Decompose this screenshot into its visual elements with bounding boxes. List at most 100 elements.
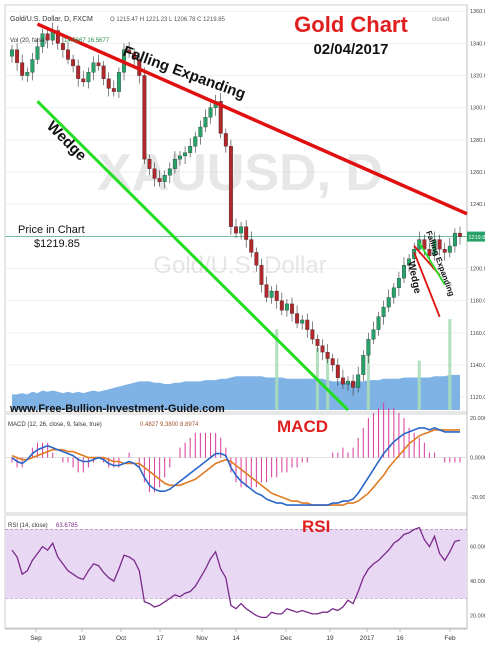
candle-body [447,245,452,253]
candle-body [391,287,396,298]
candle-body [234,226,238,234]
price-panel [4,4,468,413]
candle-body [274,290,279,301]
candle-body [20,62,25,76]
x-tick-label: Feb [444,635,456,642]
candle-body [188,146,193,153]
candle-body [407,258,412,266]
rsi-title: RSI [302,517,330,536]
price-tick-label: 1180.00 [470,299,485,305]
volume-spike [417,360,421,410]
candle-body [249,239,254,253]
rsi-tick-label: 20.0000 [470,614,485,620]
volume-spike [366,345,370,410]
candle-body [427,249,432,256]
candle-body [76,65,81,79]
candle-body [442,249,447,253]
candle-body [147,159,152,169]
candle-body [142,75,147,160]
candle-body [157,178,162,182]
candle-body [437,239,442,250]
candle-body [152,168,157,179]
candle-body [386,297,391,308]
candle-body [452,232,457,247]
price-tick-label: 1140.00 [470,363,485,369]
candle-body [86,72,91,83]
candle-body [290,303,294,314]
candle-body [111,88,116,92]
candle-body [340,377,345,385]
macd-signal-line [11,429,460,506]
x-tick-label: 14 [232,635,240,642]
candle-body [458,232,462,237]
candle-body [178,155,182,160]
candle-body [25,72,30,76]
candle-body [198,126,203,137]
x-tick-label: 2017 [360,635,375,642]
candle-body [356,374,361,388]
macd-line [11,427,460,506]
candle-body [381,306,386,317]
candle-body [228,146,233,227]
candle-body [361,355,366,375]
x-tick-label: Dec [280,635,292,642]
current-price-tag [467,231,485,242]
watermark-symbol: XAUUSD, D [97,144,383,202]
candle-body [127,49,132,54]
x-tick-label: 19 [78,635,86,642]
price-tick-label: 1120.00 [470,395,485,401]
volume-spike [275,329,279,410]
candle-body [162,175,167,182]
candle-body [116,72,121,92]
candle-body [203,117,208,128]
website-label: www.Free-Bullion-Investment-Guide.com [9,403,225,415]
candle-body [305,319,310,330]
candle-body [315,339,320,346]
volume-spike [326,358,330,410]
candle-body [325,351,330,359]
watermark-name: Gold/U.S. Dollar [153,252,326,279]
candle-body [376,316,381,330]
candle-body [310,329,315,340]
candle-body [320,345,325,353]
macd-title: MACD [277,417,328,436]
candle-body [269,290,274,298]
current-price-label: 1219.85 [469,235,485,241]
candle-body [81,78,86,83]
candle-body [91,62,96,73]
price-tick-label: 1200.00 [470,266,485,272]
candle-body [101,65,106,79]
price-tick-label: 1280.00 [470,138,485,144]
candle-body [284,303,289,311]
ohlc-header: O 1215.47 H 1221.23 L 1206.78 C 1219.85 [110,17,226,23]
macd-tick-label: -20.0000 [470,495,485,501]
macd-tick-label: 20.0000 [470,416,485,422]
rsi-band [5,529,467,599]
chart-date: 02/04/2017 [313,41,388,58]
candle-body [45,33,50,41]
candle-body [366,339,371,356]
candle-body [351,380,356,388]
chart-title: Gold Chart [294,12,408,37]
candle-body [66,49,70,60]
candle-body [335,364,340,378]
candle-body [223,133,228,147]
price-tick-label: 1360.00 [470,9,485,15]
candle-body [244,226,249,240]
candle-body [30,59,35,73]
candle-body [402,265,406,279]
candle-body [10,49,14,57]
mini-green-line [418,242,446,286]
candle-body [259,265,264,285]
candle-body [208,107,213,118]
candle-body [218,101,223,134]
x-tick-label: 16 [396,635,404,642]
candle-body [346,380,350,385]
candle-body [167,168,172,176]
candle-body [300,319,305,324]
macd-header: MACD (12, 26, close, 9, false, true) [8,422,102,428]
wedge-trendline [36,100,350,412]
rsi-tick-label: 40.0000 [470,579,485,585]
candle-body [60,43,65,50]
